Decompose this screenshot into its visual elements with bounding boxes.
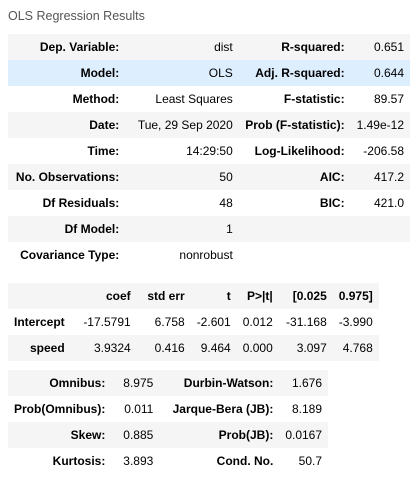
diagnostics-label: Durbin-Watson:: [183, 376, 274, 390]
summary-value: Tue, 29 Sep 2020: [137, 118, 233, 132]
summary-stat-label: Prob (F-statistic):: [245, 118, 345, 132]
coef-header-cell: t: [226, 289, 231, 303]
diagnostics-row: Skew: 0.885 Prob(JB): 0.0167: [8, 422, 329, 448]
summary-stat-value: 417.2: [373, 170, 404, 184]
diagnostics-label: Omnibus:: [49, 376, 106, 390]
summary-stat-value: [351, 242, 410, 268]
summary-value: nonrobust: [179, 248, 233, 262]
summary-stat-value: 0.651: [373, 40, 404, 54]
coef-cell: 6.758: [154, 315, 185, 329]
diagnostics-row: Omnibus: 8.975 Durbin-Watson: 1.676: [8, 370, 329, 396]
coef-header-cell: coef: [106, 289, 131, 303]
summary-stat-label: R-squared:: [281, 40, 345, 54]
summary-row: No. Observations: 50 AIC: 417.2: [8, 164, 410, 190]
summary-label: Covariance Type:: [20, 248, 120, 262]
summary-stat-label: [239, 216, 351, 242]
summary-stat-label: Log-Likelihood:: [254, 144, 345, 158]
summary-stat-value: 421.0: [373, 196, 404, 210]
summary-stat-value: 0.644: [373, 66, 404, 80]
diagnostics-label: Kurtosis:: [52, 454, 106, 468]
coef-header-cell: [0.025: [292, 289, 327, 303]
coefficients-table: coef std err t P>|t| [0.025 0.975] Inter…: [8, 283, 379, 361]
coef-cell: -2.601: [196, 315, 231, 329]
summary-label: Date:: [89, 118, 120, 132]
summary-value: dist: [214, 40, 233, 54]
summary-row: Model: OLS Adj. R-squared: 0.644: [8, 60, 410, 86]
coef-cell: 4.768: [342, 341, 373, 355]
summary-label: Dep. Variable:: [39, 40, 120, 54]
summary-stat-label: BIC:: [319, 196, 345, 210]
diagnostics-row: Prob(Omnibus): 0.011 Jarque-Bera (JB): 8…: [8, 396, 328, 422]
diagnostics-label: Skew:: [70, 428, 106, 442]
summary-label: Method:: [72, 92, 120, 106]
coef-cell: 9.464: [200, 341, 231, 355]
coef-cell: 3.9324: [93, 341, 131, 355]
diagnostics-value: 8.975: [123, 376, 154, 390]
coef-cell: -31.168: [286, 315, 327, 329]
diagnostics-value: 8.189: [292, 402, 323, 416]
diagnostics-value: 50.7: [298, 454, 323, 468]
results-caption: OLS Regression Results: [8, 9, 145, 23]
summary-row: Df Model: 1: [8, 216, 410, 242]
diagnostics-value: 3.893: [123, 454, 154, 468]
summary-label: No. Observations:: [15, 170, 120, 184]
coef-header-row: coef std err t P>|t| [0.025 0.975]: [8, 283, 379, 309]
diagnostics-value: 0.0167: [285, 428, 323, 442]
diagnostics-label: Cond. No.: [216, 454, 274, 468]
diagnostics-label: Prob(JB):: [218, 428, 274, 442]
coef-header-cell: std err: [147, 289, 185, 303]
summary-stat-label: [239, 242, 351, 268]
summary-value: 48: [219, 196, 233, 210]
summary-value: 1: [226, 222, 233, 236]
diagnostics-value: 0.885: [123, 428, 154, 442]
summary-stat-value: 1.49e-12: [356, 118, 404, 132]
diagnostics-table: Omnibus: 8.975 Durbin-Watson: 1.676 Prob…: [8, 370, 329, 474]
coef-header-cell: 0.975]: [338, 289, 373, 303]
summary-label: Model:: [80, 66, 120, 80]
coef-header-cell: [8, 283, 71, 309]
diagnostics-label: Jarque-Bera (JB):: [172, 402, 274, 416]
coef-row: Intercept -17.5791 6.758 -2.601 0.012 -3…: [8, 309, 379, 335]
summary-row: Covariance Type: nonrobust: [8, 242, 410, 268]
summary-row: Df Residuals: 48 BIC: 421.0: [8, 190, 410, 216]
coef-row: speed 3.9324 0.416 9.464 0.000 3.097 4.7…: [8, 335, 379, 361]
diagnostics-value: 0.011: [124, 402, 154, 416]
summary-label: Df Residuals:: [42, 196, 120, 210]
diagnostics-row: Kurtosis: 3.893 Cond. No. 50.7: [8, 448, 328, 474]
summary-row: Method: Least Squares F-statistic: 89.57: [8, 86, 410, 112]
coef-cell: 0.416: [154, 341, 185, 355]
model-summary-table: Dep. Variable: dist R-squared: 0.651 Mod…: [8, 34, 410, 268]
coef-term: speed: [30, 341, 65, 355]
summary-label: Time:: [87, 144, 120, 158]
diagnostics-value: 1.676: [292, 376, 323, 390]
summary-stat-value: [351, 216, 410, 242]
coef-cell: -3.990: [338, 315, 373, 329]
summary-row: Time: 14:29:50 Log-Likelihood: -206.58: [8, 138, 410, 164]
summary-row: Date: Tue, 29 Sep 2020 Prob (F-statistic…: [8, 112, 410, 138]
coef-cell: 3.097: [296, 341, 327, 355]
coef-header-cell: P>|t|: [247, 289, 273, 303]
summary-value: 14:29:50: [186, 144, 233, 158]
coef-cell: -17.5791: [83, 315, 131, 329]
summary-value: Least Squares: [155, 92, 233, 106]
summary-value: OLS: [208, 66, 233, 80]
summary-row: Dep. Variable: dist R-squared: 0.651: [8, 34, 410, 60]
summary-stat-label: Adj. R-squared:: [255, 66, 345, 80]
coef-cell: 0.000: [242, 341, 273, 355]
summary-stat-value: -206.58: [363, 144, 404, 158]
summary-stat-label: AIC:: [319, 170, 345, 184]
summary-label: Df Model:: [64, 222, 120, 236]
summary-stat-label: F-statistic:: [283, 92, 345, 106]
diagnostics-label: Prob(Omnibus):: [14, 402, 106, 416]
summary-stat-value: 89.57: [373, 92, 404, 106]
summary-value: 50: [219, 170, 233, 184]
coef-term: Intercept: [14, 315, 65, 329]
coef-cell: 0.012: [242, 315, 273, 329]
